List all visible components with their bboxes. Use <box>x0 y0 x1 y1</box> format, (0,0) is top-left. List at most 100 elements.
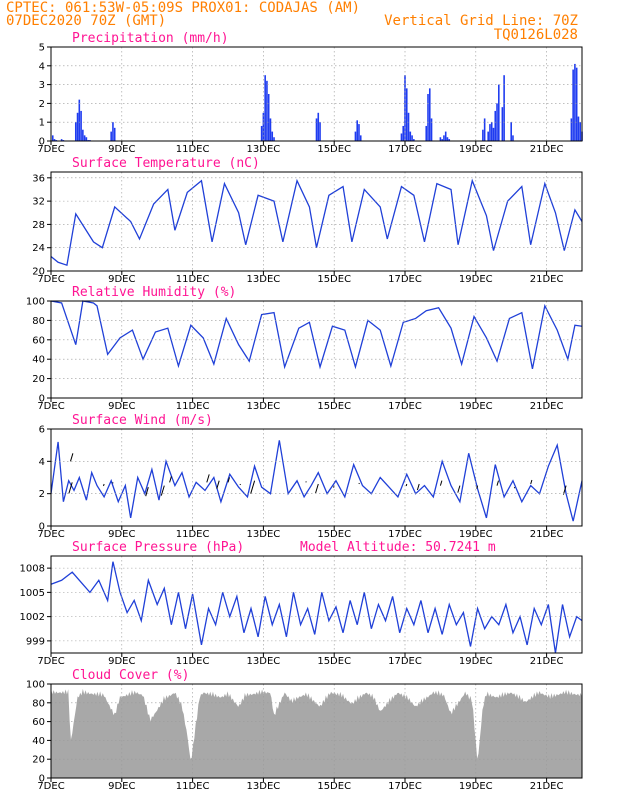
panel-precip: 0 1 2 3 4 5 7DEC 9DEC 11DEC 13DEC 15DEC 17DEC 19DEC 2… <box>37 31 583 155</box>
precip-bar <box>85 137 88 141</box>
precip-bar <box>444 131 447 141</box>
pres-title: Surface Pressure (hPa) <box>72 540 244 555</box>
xtick-label: 7DEC <box>37 529 64 540</box>
xtick-label: 11DEC <box>176 144 210 155</box>
xtick-label: 21DEC <box>530 274 564 285</box>
ytick-label: 40 <box>32 355 45 366</box>
ytick-label: 20 <box>32 755 45 766</box>
xtick-label: 15DEC <box>317 274 351 285</box>
precip-bar <box>356 120 358 141</box>
ytick-label: 0 <box>39 522 45 533</box>
xtick-label: 21DEC <box>530 529 564 540</box>
xtick-label: 17DEC <box>388 144 422 155</box>
precip-bar <box>574 63 576 141</box>
xtick-label: 9DEC <box>108 529 135 540</box>
wind-arrow <box>315 483 319 494</box>
xtick-label: 21DEC <box>530 401 564 412</box>
precip-bar <box>264 75 266 141</box>
precip-bar <box>501 107 504 141</box>
panel-temp: 20 24 28 32 36 7DEC 9DEC 11DEC 13DEC 15DEC 17DEC 19… <box>32 156 583 285</box>
precip-bar <box>413 139 415 141</box>
precip-bar <box>425 125 428 141</box>
precip-title: Precipitation (mm/h) <box>72 31 229 46</box>
cloud-cover-area <box>51 688 582 778</box>
precip-bar <box>428 88 431 141</box>
precip-bar <box>575 67 578 141</box>
ytick-label: 100 <box>26 680 45 691</box>
wind-arrow <box>562 485 567 495</box>
precip-bar <box>262 112 265 141</box>
precip-bar <box>482 129 484 141</box>
wind-arrow <box>250 480 256 494</box>
xtick-label: 15DEC <box>317 144 351 155</box>
plot-frame <box>50 300 583 399</box>
wind-arrow <box>416 483 420 491</box>
ytick-label: 6 <box>39 425 45 436</box>
precip-bar <box>267 94 270 141</box>
wind-arrow <box>206 474 210 483</box>
xtick-label: 7DEC <box>37 274 64 285</box>
ytick-label: 2 <box>39 99 45 110</box>
ytick-label: 100 <box>26 297 45 308</box>
precip-bar <box>358 124 360 141</box>
precip-bar <box>427 94 429 141</box>
wind-arrow <box>439 480 443 486</box>
ytick-label: 32 <box>32 197 45 208</box>
wind-arrow <box>216 480 220 489</box>
xtick-label: 15DEC <box>317 529 351 540</box>
xtick-label: 17DEC <box>388 656 422 667</box>
ytick-label: 5 <box>39 43 45 54</box>
xtick-label: 17DEC <box>388 401 422 412</box>
precip-bar <box>494 110 497 141</box>
xtick-label: 17DEC <box>388 274 422 285</box>
xtick-label: 7DEC <box>37 656 64 667</box>
ytick-label: 999 <box>26 636 45 647</box>
precip-bar <box>317 112 320 141</box>
ytick-label: 1 <box>39 118 45 129</box>
wind-arrow <box>160 485 165 496</box>
panel-cloud: 0 20 40 60 80 100 7DEC 9DEC 11DEC 13DEC 15DEC 17DEC… <box>26 668 583 792</box>
xtick-label: 11DEC <box>176 781 210 792</box>
rh-title: Relative Humidity (%) <box>72 285 236 300</box>
precip-bar <box>53 139 56 141</box>
precip-bar <box>354 131 357 141</box>
xtick-label: 21DEC <box>530 144 564 155</box>
precip-bar <box>439 137 442 141</box>
precip-bar <box>409 131 412 141</box>
precip-bar <box>271 131 274 141</box>
header-run-date: 07DEC2020 70Z (GMT) <box>6 13 166 29</box>
precip-bar <box>496 103 498 141</box>
ytick-label: 1005 <box>20 588 45 599</box>
xtick-label: 19DEC <box>459 274 493 285</box>
xtick-label: 19DEC <box>459 144 493 155</box>
wind-arrow <box>530 479 533 485</box>
precip-bar <box>490 122 493 141</box>
precip-bar <box>411 135 413 141</box>
xtick-label: 9DEC <box>108 274 135 285</box>
xtick-label: 21DEC <box>530 656 564 667</box>
xtick-label: 13DEC <box>247 401 281 412</box>
precip-bar <box>512 135 514 141</box>
xtick-label: 13DEC <box>247 529 281 540</box>
plot-frame <box>50 171 583 272</box>
precip-bar <box>448 139 451 141</box>
header-station: CPTEC: 061:53W-05:09S PROX01: CODAJAS (A… <box>6 0 360 16</box>
precip-bar <box>51 135 54 141</box>
xtick-label: 9DEC <box>108 656 135 667</box>
xtick-label: 13DEC <box>247 274 281 285</box>
precip-bar <box>260 125 263 141</box>
xtick-label: 13DEC <box>247 144 281 155</box>
wind-arrow <box>457 485 461 493</box>
precip-bar <box>577 116 580 141</box>
temp-line <box>50 178 583 267</box>
xtick-label: 15DEC <box>317 656 351 667</box>
precip-bar <box>266 80 268 141</box>
ytick-label: 0 <box>39 137 45 148</box>
precip-bar <box>273 137 275 141</box>
precip-bar <box>82 129 84 141</box>
panel-wind: 0 2 4 6 7DEC 9DEC 11DEC 13DEC 15DEC 17DEC 19DEC 21D… <box>37 413 583 540</box>
xtick-label: 7DEC <box>37 144 64 155</box>
xtick-label: 19DEC <box>459 529 493 540</box>
precip-bar <box>489 124 491 141</box>
cloud-title: Cloud Cover (%) <box>72 668 189 683</box>
